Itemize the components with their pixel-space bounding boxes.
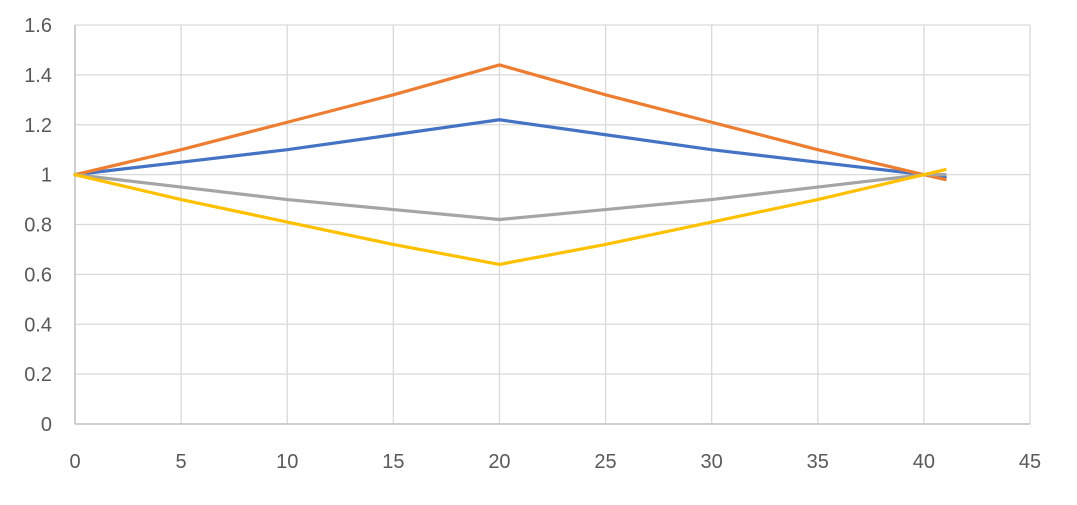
y-tick-label: 0.4 [24,314,52,336]
x-tick-label: 45 [1019,451,1041,473]
x-tick-label: 10 [276,451,298,473]
axes [74,25,1030,425]
x-tick-label: 15 [382,451,404,473]
x-tick-label: 25 [594,451,616,473]
x-tick-label: 40 [913,451,935,473]
x-tick-label: 20 [488,451,510,473]
y-tick-label: 1.4 [24,65,52,87]
series-lines [73,63,947,266]
series-line-2 [73,63,947,182]
y-tick-label: 1.6 [24,15,52,37]
y-tick-label: 1.2 [24,115,52,137]
x-tick-label: 0 [69,451,80,473]
tick-labels: 0 0.2 0.4 0.6 0.8 1 1.2 1.4 1.6 0 5 10 15 20 25 30 35 40 4… [24,15,1041,473]
series-line-1 [73,118,947,179]
y-tick-label: 0.8 [24,215,52,237]
x-tick-label: 35 [807,451,829,473]
y-tick-label: 0.6 [24,264,52,286]
series-line-3 [73,173,947,222]
series-line-4 [73,168,947,266]
gridlines [75,24,1031,424]
y-tick-label: 0.2 [24,364,52,386]
y-tick-label: 1 [41,165,52,187]
x-tick-label: 30 [701,451,723,473]
x-tick-label: 5 [176,451,187,473]
y-tick-label: 0 [41,414,52,436]
